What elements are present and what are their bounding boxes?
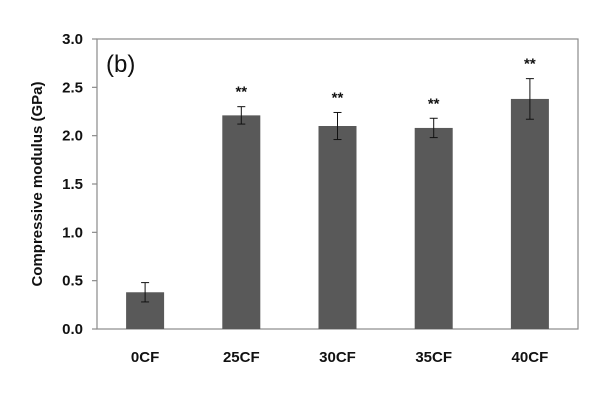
significance-marker: ** — [524, 56, 536, 73]
y-tick-label: 2.5 — [62, 79, 83, 96]
y-tick-label: 3.0 — [62, 31, 83, 48]
y-axis: 0.0 0.5 1.0 1.5 2.0 2.5 3.0 — [62, 31, 97, 338]
bar-30cf — [318, 126, 357, 329]
y-tick-label: 1.0 — [62, 224, 83, 241]
bar-35cf — [414, 127, 453, 329]
bar-40cf — [510, 98, 549, 329]
significance-marker: ** — [235, 84, 247, 101]
x-tick-label: 25CF — [223, 349, 260, 366]
significance-marker: ** — [332, 89, 344, 106]
x-tick-label: 30CF — [319, 349, 356, 366]
x-tick-label: 40CF — [512, 349, 549, 366]
y-tick-label: 2.0 — [62, 128, 83, 145]
x-tick-label: 35CF — [415, 349, 452, 366]
y-tick-label: 0.0 — [62, 321, 83, 338]
x-axis: 0CF 25CF 30CF 35CF 40CF — [131, 349, 548, 366]
bars-group: ** ** ** ** — [126, 56, 549, 329]
y-tick-label: 0.5 — [62, 273, 83, 290]
panel-label: (b) — [106, 51, 135, 78]
y-tick-label: 1.5 — [62, 176, 83, 193]
x-tick-label: 0CF — [131, 349, 159, 366]
significance-marker: ** — [428, 95, 440, 112]
bar-25cf — [222, 115, 261, 329]
y-axis-label: Compressive modulus (GPa) — [29, 81, 46, 286]
